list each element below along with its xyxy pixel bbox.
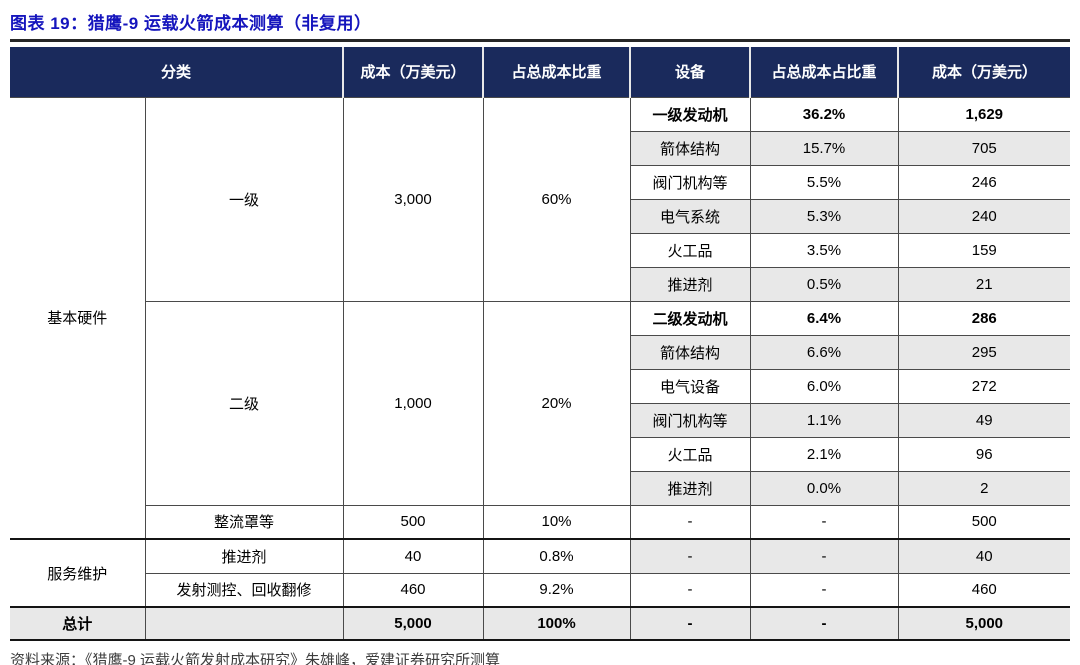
table-row: 箭体结构 6.6% 295 xyxy=(10,334,1071,370)
cell-device-name: 电气设备 xyxy=(629,368,751,404)
cell-device-name: - xyxy=(629,606,751,641)
cell-device-name: 火工品 xyxy=(629,436,751,472)
header-category: 分类 xyxy=(10,47,344,97)
table-total-row: 总计 5,000 100% - - 5,000 xyxy=(10,606,1071,641)
exhibit-title: 图表 19：猎鹰-9 运载火箭成本测算（非复用） xyxy=(10,14,372,33)
cell-device-share: 0.0% xyxy=(749,470,899,506)
cell-device-name: 阀门机构等 xyxy=(629,164,751,200)
table-header-row: 分类 成本（万美元） 占总成本比重 设备 占总成本占比重 成本（万美元） xyxy=(10,47,1071,97)
cell-device-name: - xyxy=(629,538,751,574)
cell-device-name: - xyxy=(629,572,751,608)
table-row: 二级 1,000 20% 二级发动机 6.4% 286 xyxy=(10,300,1071,506)
header-device-cost: 成本（万美元） xyxy=(897,47,1071,97)
cell-device-cost: 96 xyxy=(897,436,1071,472)
source-note: 资料来源：《猎鹰-9 运载火箭发射成本研究》朱雄峰，爱建证券研究所测算 xyxy=(10,652,501,665)
cell-device-share: - xyxy=(749,606,899,641)
cell-service-label: 推进剂 xyxy=(144,538,344,574)
table-row: 基本硬件 一级 3,000 60% 一级发动机 36.2% 1,629 xyxy=(10,96,1071,540)
cell-service-label: 发射测控、回收翻修 xyxy=(144,572,344,608)
cell-stage2-share: 20% xyxy=(482,300,631,506)
cell-device-name: 电气系统 xyxy=(629,198,751,234)
cell-device-share: 6.6% xyxy=(749,334,899,370)
cell-device-cost: 295 xyxy=(897,334,1071,370)
cell-device-share: - xyxy=(749,504,899,540)
cell-service-share: 0.8% xyxy=(482,538,631,574)
cell-device-share: 6.0% xyxy=(749,368,899,404)
title-divider xyxy=(10,39,1070,42)
cell-total-cost: 5,000 xyxy=(342,606,484,641)
cell-device-share: 3.5% xyxy=(749,232,899,268)
cell-device-share: - xyxy=(749,572,899,608)
cell-device-name: 一级发动机 xyxy=(629,96,751,132)
cell-device-name: 箭体结构 xyxy=(629,334,751,370)
table-row: 阀门机构等 1.1% 49 xyxy=(10,402,1071,438)
cell-device-name: 阀门机构等 xyxy=(629,402,751,438)
cell-stage1-label: 一级 xyxy=(144,96,344,302)
table-row: 阀门机构等 5.5% 246 xyxy=(10,164,1071,200)
header-share: 占总成本比重 xyxy=(482,47,631,97)
table-row: 火工品 2.1% 96 xyxy=(10,436,1071,472)
cell-device-share: - xyxy=(749,538,899,574)
table-row: 箭体结构 15.7% 705 xyxy=(10,130,1071,166)
cell-stage2-cost: 1,000 xyxy=(342,300,484,506)
cell-device-share: 15.7% xyxy=(749,130,899,166)
cell-device-cost: 40 xyxy=(897,538,1071,574)
cell-fairing-cost: 500 xyxy=(342,504,484,540)
falcon9-cost-table: 分类 成本（万美元） 占总成本比重 设备 占总成本占比重 成本（万美元） 基本硬… xyxy=(10,47,1071,641)
table-row: 推进剂 0.0% 2 xyxy=(10,470,1071,506)
cell-stage1-cost: 3,000 xyxy=(342,96,484,302)
cell-device-cost: 500 xyxy=(897,504,1071,540)
cell-hardware-category: 基本硬件 xyxy=(10,96,146,540)
cell-device-name: - xyxy=(629,504,751,540)
cell-service-cost: 40 xyxy=(342,538,484,574)
cell-device-cost: 1,629 xyxy=(897,96,1071,132)
cell-device-cost: 246 xyxy=(897,164,1071,200)
header-cost: 成本（万美元） xyxy=(342,47,484,97)
cell-fairing-share: 10% xyxy=(482,504,631,540)
cell-stage2-label: 二级 xyxy=(144,300,344,506)
cell-device-share: 5.5% xyxy=(749,164,899,200)
cell-device-share: 2.1% xyxy=(749,436,899,472)
table-row: 服务维护 推进剂 40 0.8% - - 40 xyxy=(10,538,1071,608)
cell-total-empty xyxy=(144,606,344,641)
cell-device-share: 1.1% xyxy=(749,402,899,438)
header-device: 设备 xyxy=(629,47,751,97)
cell-device-cost: 21 xyxy=(897,266,1071,302)
cell-device-cost: 705 xyxy=(897,130,1071,166)
header-device-share: 占总成本占比重 xyxy=(749,47,899,97)
cell-fairing-label: 整流罩等 xyxy=(144,504,344,540)
cell-device-share: 36.2% xyxy=(749,96,899,132)
cell-device-name: 箭体结构 xyxy=(629,130,751,166)
table-row: 发射测控、回收翻修 460 9.2% - - 460 xyxy=(10,572,1071,608)
cell-device-cost: 159 xyxy=(897,232,1071,268)
cell-device-share: 0.5% xyxy=(749,266,899,302)
table-row: 火工品 3.5% 159 xyxy=(10,232,1071,268)
cell-service-share: 9.2% xyxy=(482,572,631,608)
cell-device-name: 火工品 xyxy=(629,232,751,268)
cell-stage1-share: 60% xyxy=(482,96,631,302)
table-row: 整流罩等 500 10% - - 500 xyxy=(10,504,1071,540)
cell-device-share: 5.3% xyxy=(749,198,899,234)
cell-device-name: 推进剂 xyxy=(629,266,751,302)
cell-device-share: 6.4% xyxy=(749,300,899,336)
cell-service-category: 服务维护 xyxy=(10,538,146,608)
cell-device-cost: 5,000 xyxy=(897,606,1071,641)
table-row: 电气设备 6.0% 272 xyxy=(10,368,1071,404)
cell-total-label: 总计 xyxy=(10,606,146,641)
cell-device-name: 推进剂 xyxy=(629,470,751,506)
cell-service-cost: 460 xyxy=(342,572,484,608)
cell-device-cost: 49 xyxy=(897,402,1071,438)
cell-device-cost: 2 xyxy=(897,470,1071,506)
cell-device-cost: 272 xyxy=(897,368,1071,404)
table-row: 电气系统 5.3% 240 xyxy=(10,198,1071,234)
cell-device-name: 二级发动机 xyxy=(629,300,751,336)
cell-device-cost: 286 xyxy=(897,300,1071,336)
cell-device-cost: 460 xyxy=(897,572,1071,608)
cell-device-cost: 240 xyxy=(897,198,1071,234)
cell-total-share: 100% xyxy=(482,606,631,641)
